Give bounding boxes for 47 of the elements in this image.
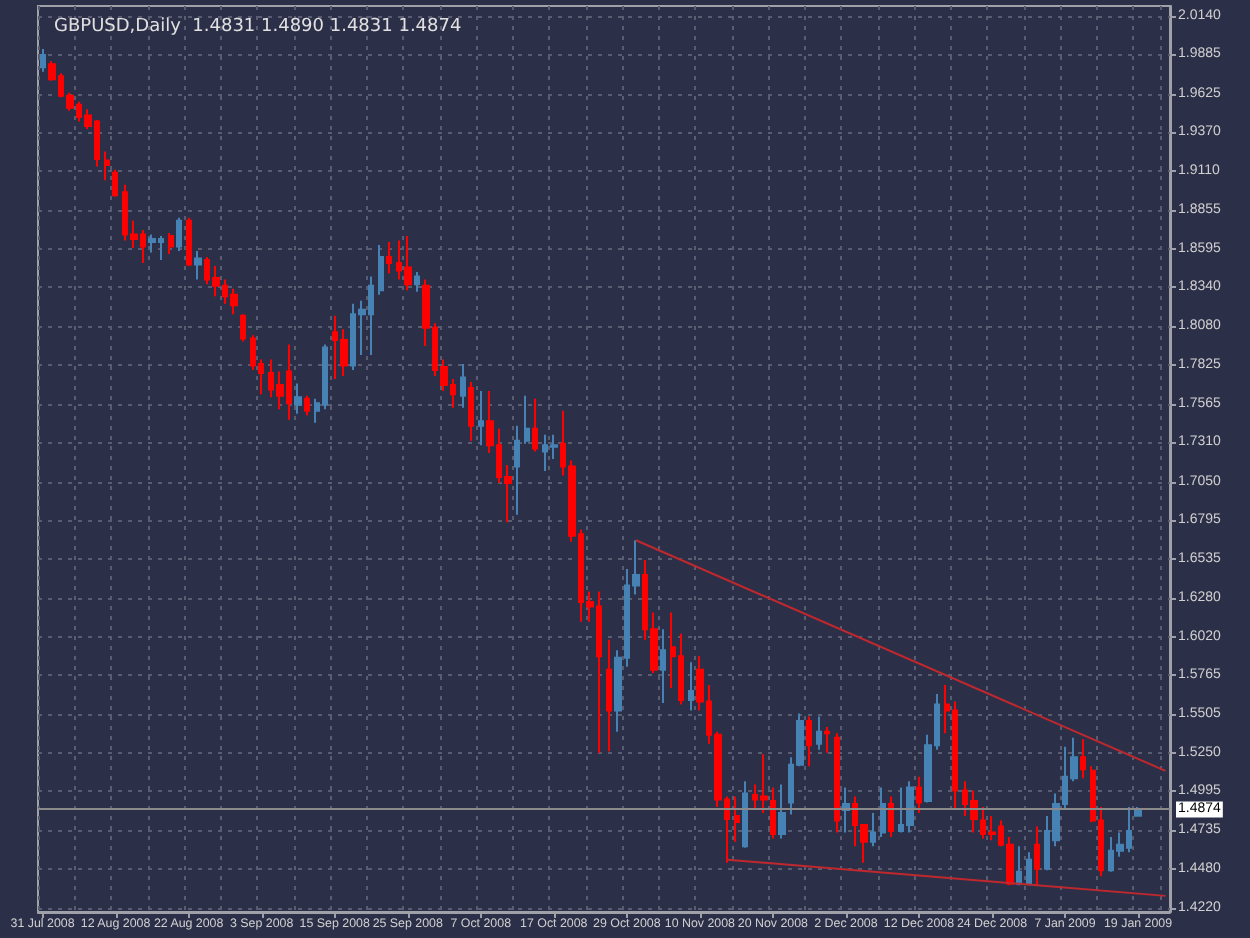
candlestick — [824, 726, 830, 754]
candlestick — [212, 265, 220, 298]
candlestick — [304, 394, 310, 417]
candlestick — [240, 313, 246, 343]
candlestick — [1080, 738, 1086, 780]
candlestick — [742, 780, 748, 849]
candlestick — [478, 390, 484, 447]
candlestick — [524, 394, 530, 445]
candlestick — [734, 795, 740, 843]
candlestick — [870, 812, 876, 848]
candlestick — [230, 287, 238, 316]
candlestick — [888, 795, 894, 839]
candlestick — [194, 250, 202, 281]
candlestick — [834, 732, 840, 834]
candlestick — [404, 234, 412, 292]
candlestick — [916, 775, 922, 815]
candlestick — [378, 243, 384, 296]
candlestick — [880, 786, 886, 839]
candlestick — [816, 715, 822, 751]
candlestick — [906, 780, 914, 834]
candlestick — [532, 397, 538, 453]
candlestick — [1026, 851, 1032, 887]
candlestick — [294, 382, 302, 415]
candlestick — [770, 786, 776, 840]
candlestick — [112, 168, 118, 198]
candlestick — [1016, 845, 1022, 887]
candlestick — [148, 233, 156, 254]
candlestick — [688, 661, 694, 712]
candlestick — [514, 424, 520, 516]
text: GBPUSD,Daily 1.4831 1.4890 1.4831 1.4874 — [54, 17, 462, 37]
candlestick — [468, 381, 474, 442]
candlestick — [606, 638, 612, 753]
candlestick — [414, 271, 420, 293]
candlestick — [660, 628, 666, 705]
candlestick — [104, 150, 110, 182]
candlestick — [842, 786, 850, 834]
candlestick — [806, 715, 812, 768]
candlestick — [386, 240, 392, 275]
candlestick — [168, 231, 174, 256]
candlestick — [778, 783, 786, 840]
candlestick — [176, 216, 182, 252]
candlestick — [760, 753, 768, 815]
candlestick — [1034, 825, 1040, 887]
candlestick — [186, 216, 192, 268]
candlestick — [460, 363, 466, 409]
candlestick — [40, 48, 46, 73]
candlestick — [988, 815, 996, 842]
